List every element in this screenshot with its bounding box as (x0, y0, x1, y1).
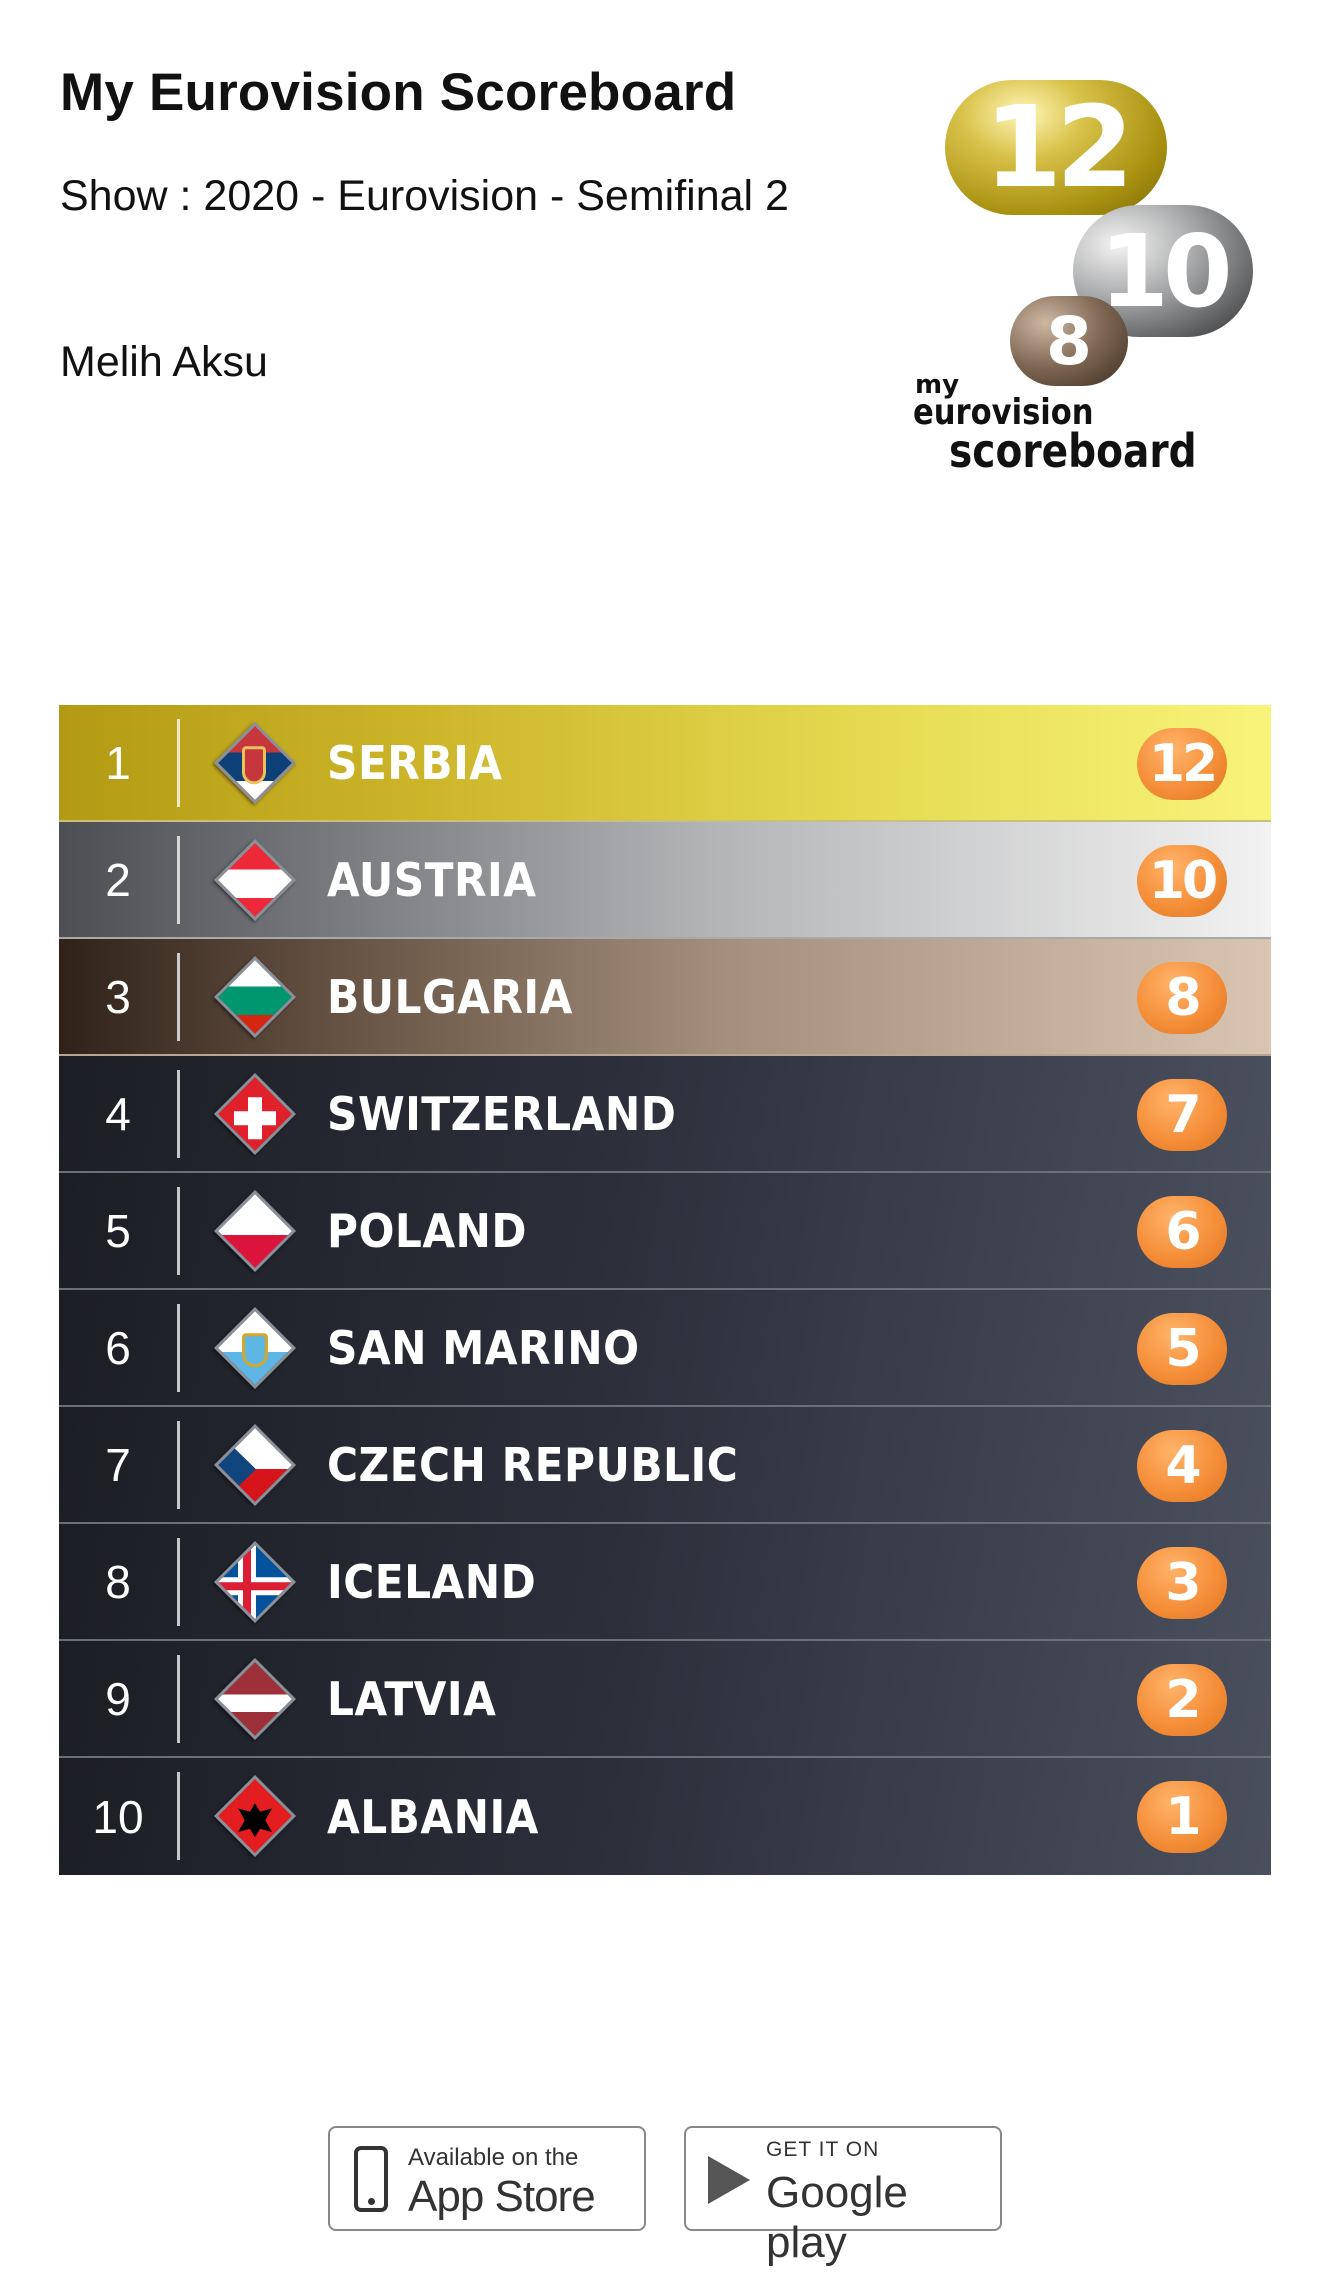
app-logo: 12 10 8 my eurovision scoreboard (905, 70, 1265, 480)
row-divider (177, 836, 180, 924)
points-badge: 3 (1137, 1547, 1227, 1619)
country-name: LATVIA (327, 1671, 497, 1726)
scoreboard-row: 2 AUSTRIA 10 (59, 822, 1271, 939)
san-marino-flag-icon (213, 1306, 297, 1390)
logo-text-my: my (915, 370, 960, 400)
country-name: CZECH REPUBLIC (327, 1437, 739, 1492)
scoreboard-row: 8 ICELAND 3 (59, 1524, 1271, 1641)
points-badge: 6 (1137, 1196, 1227, 1268)
scoreboard-row: 6 SAN MARINO 5 (59, 1290, 1271, 1407)
scoreboard: 1 SERBIA 12 2 AUSTRIA 10 3 BULGARIA 8 4 (59, 705, 1271, 1875)
austria-flag-icon (213, 838, 297, 922)
rank-number: 8 (105, 1555, 131, 1608)
rank-number: 5 (105, 1204, 131, 1257)
country-name: SAN MARINO (327, 1320, 640, 1375)
row-divider (177, 1421, 180, 1509)
country-name: AUSTRIA (327, 852, 537, 907)
row-divider (177, 1772, 180, 1860)
app-store-badge[interactable]: Available on the App Store (328, 2126, 646, 2231)
iceland-flag-icon (213, 1540, 297, 1624)
czech-republic-flag-icon (213, 1423, 297, 1507)
bulgaria-flag-icon (213, 955, 297, 1039)
switzerland-flag-icon (213, 1072, 297, 1156)
rank-number: 4 (105, 1087, 131, 1140)
points-badge: 10 (1137, 845, 1227, 917)
scoreboard-row: 4 SWITZERLAND 7 (59, 1056, 1271, 1173)
row-divider (177, 1187, 180, 1275)
row-divider (177, 719, 180, 807)
points-badge: 7 (1137, 1079, 1227, 1151)
points-badge: 2 (1137, 1664, 1227, 1736)
rank-number: 1 (105, 736, 131, 789)
page-title: My Eurovision Scoreboard (60, 63, 737, 122)
scoreboard-row: 1 SERBIA 12 (59, 705, 1271, 822)
google-play-small-text: GET IT ON (766, 2138, 880, 2161)
logo-text-eurovision: eurovision (913, 392, 1094, 433)
country-name: POLAND (327, 1203, 528, 1258)
rank-number: 3 (105, 970, 131, 1023)
scoreboard-row: 10 ALBANIA 1 (59, 1758, 1271, 1875)
google-play-big-text: Google play (766, 2168, 908, 2267)
rank-number: 9 (105, 1672, 131, 1725)
country-name: SWITZERLAND (327, 1086, 677, 1141)
phone-icon (354, 2146, 388, 2212)
country-name: SERBIA (327, 735, 503, 790)
row-divider (177, 1070, 180, 1158)
row-divider (177, 953, 180, 1041)
albania-flag-icon (213, 1774, 297, 1858)
logo-8-pill: 8 (1010, 296, 1128, 386)
points-badge: 1 (1137, 1781, 1227, 1853)
points-badge: 5 (1137, 1313, 1227, 1385)
user-name: Melih Aksu (60, 338, 268, 386)
app-store-small-text: Available on the (408, 2144, 579, 2171)
scoreboard-row: 5 POLAND 6 (59, 1173, 1271, 1290)
serbia-flag-icon (213, 721, 297, 805)
logo-12-pill: 12 (945, 80, 1167, 215)
row-divider (177, 1538, 180, 1626)
country-name: ICELAND (327, 1554, 537, 1609)
points-badge: 4 (1137, 1430, 1227, 1502)
points-badge: 12 (1137, 728, 1227, 800)
scoreboard-row: 9 LATVIA 2 (59, 1641, 1271, 1758)
logo-text-scoreboard: scoreboard (949, 424, 1197, 478)
rank-number: 7 (105, 1438, 131, 1491)
latvia-flag-icon (213, 1657, 297, 1741)
row-divider (177, 1304, 180, 1392)
points-badge: 8 (1137, 962, 1227, 1034)
google-play-badge[interactable]: GET IT ON Google play (684, 2126, 1002, 2267)
rank-number: 6 (105, 1321, 131, 1374)
poland-flag-icon (213, 1189, 297, 1273)
show-label: Show : 2020 - Eurovision - Semifinal 2 (60, 172, 789, 220)
country-name: ALBANIA (327, 1789, 539, 1844)
rank-number: 2 (105, 853, 131, 906)
play-icon (708, 2156, 750, 2204)
rank-number: 10 (92, 1790, 144, 1843)
country-name: BULGARIA (327, 969, 573, 1024)
scoreboard-row: 3 BULGARIA 8 (59, 939, 1271, 1056)
row-divider (177, 1655, 180, 1743)
app-store-big-text: App Store (408, 2172, 596, 2221)
scoreboard-row: 7 CZECH REPUBLIC 4 (59, 1407, 1271, 1524)
